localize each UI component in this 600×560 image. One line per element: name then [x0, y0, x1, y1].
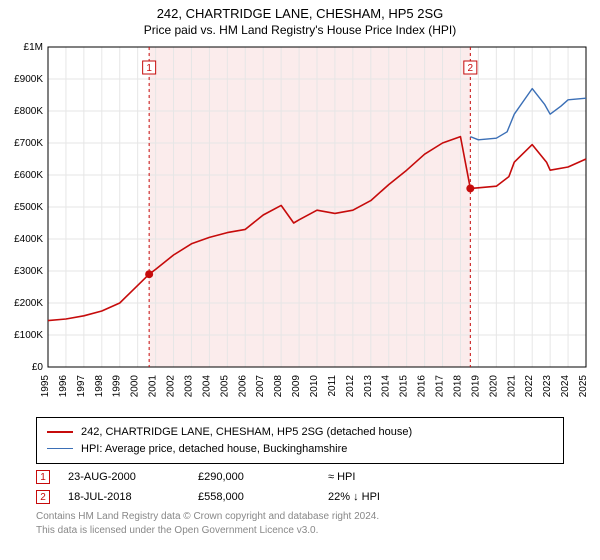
- legend-swatch: [47, 448, 73, 449]
- footer-line-1: Contains HM Land Registry data © Crown c…: [36, 510, 564, 524]
- svg-text:2002: 2002: [166, 375, 177, 398]
- svg-text:2018: 2018: [452, 375, 463, 398]
- svg-text:2016: 2016: [417, 375, 428, 398]
- svg-text:2022: 2022: [524, 375, 535, 398]
- legend-label: 242, CHARTRIDGE LANE, CHESHAM, HP5 2SG (…: [81, 424, 412, 441]
- legend-item: 242, CHARTRIDGE LANE, CHESHAM, HP5 2SG (…: [47, 424, 553, 441]
- svg-text:2000: 2000: [130, 375, 141, 398]
- sale-row: 2 18-JUL-2018£558,00022% ↓ HPI: [36, 490, 564, 504]
- legend-item: HPI: Average price, detached house, Buck…: [47, 441, 553, 458]
- svg-text:1995: 1995: [40, 375, 51, 398]
- price-chart: £0 £100K £200K £300K £400K £500K £600K £700K £80…: [0, 41, 600, 411]
- sale-date: 18-JUL-2018: [68, 491, 198, 503]
- svg-text:1998: 1998: [94, 375, 105, 398]
- sale-price: £290,000: [198, 471, 328, 483]
- svg-text:2012: 2012: [345, 375, 356, 398]
- svg-text:2021: 2021: [506, 375, 517, 398]
- svg-text:£500K: £500K: [14, 202, 43, 213]
- legend-swatch: [47, 431, 73, 433]
- svg-text:2005: 2005: [219, 375, 230, 398]
- svg-text:2019: 2019: [470, 375, 481, 398]
- page-title: 242, CHARTRIDGE LANE, CHESHAM, HP5 2SG: [0, 0, 600, 21]
- svg-text:£0: £0: [32, 362, 44, 373]
- svg-text:2003: 2003: [183, 375, 194, 398]
- svg-text:2010: 2010: [309, 375, 320, 398]
- svg-text:2006: 2006: [237, 375, 248, 398]
- svg-text:£900K: £900K: [14, 74, 43, 85]
- svg-text:2023: 2023: [542, 375, 553, 398]
- svg-text:2011: 2011: [327, 375, 338, 397]
- svg-text:2: 2: [468, 63, 474, 74]
- svg-text:2009: 2009: [291, 375, 302, 398]
- svg-text:£200K: £200K: [14, 298, 43, 309]
- sale-delta: 22% ↓ HPI: [328, 491, 380, 503]
- footer-line-2: This data is licensed under the Open Gov…: [36, 524, 564, 538]
- footer-attribution: Contains HM Land Registry data © Crown c…: [36, 510, 564, 538]
- sale-marker-box: 1: [36, 470, 50, 484]
- svg-text:2004: 2004: [201, 375, 212, 398]
- svg-text:£1M: £1M: [24, 42, 43, 53]
- svg-text:2007: 2007: [255, 375, 266, 398]
- svg-text:1: 1: [146, 63, 152, 74]
- svg-text:£600K: £600K: [14, 170, 43, 181]
- svg-text:2013: 2013: [363, 375, 374, 398]
- sale-delta: ≈ HPI: [328, 471, 355, 483]
- svg-text:2014: 2014: [381, 375, 392, 398]
- svg-text:2008: 2008: [273, 375, 284, 398]
- svg-text:£300K: £300K: [14, 266, 43, 277]
- page-subtitle: Price paid vs. HM Land Registry's House …: [0, 21, 600, 41]
- legend-label: HPI: Average price, detached house, Buck…: [81, 441, 347, 458]
- svg-text:£700K: £700K: [14, 138, 43, 149]
- sale-events: 1 23-AUG-2000£290,000≈ HPI 2 18-JUL-2018£55…: [36, 470, 564, 504]
- svg-text:2020: 2020: [488, 375, 499, 398]
- sale-row: 1 23-AUG-2000£290,000≈ HPI: [36, 470, 564, 484]
- svg-text:£100K: £100K: [14, 330, 43, 341]
- svg-text:1996: 1996: [58, 375, 69, 398]
- svg-text:2017: 2017: [435, 375, 446, 398]
- sale-price: £558,000: [198, 491, 328, 503]
- legend: 242, CHARTRIDGE LANE, CHESHAM, HP5 2SG (…: [36, 417, 564, 464]
- svg-text:2001: 2001: [148, 375, 159, 398]
- svg-text:£800K: £800K: [14, 106, 43, 117]
- sale-date: 23-AUG-2000: [68, 471, 198, 483]
- sale-marker-box: 2: [36, 490, 50, 504]
- svg-text:2025: 2025: [578, 375, 589, 398]
- svg-text:2024: 2024: [560, 375, 571, 398]
- svg-text:1999: 1999: [112, 375, 123, 398]
- svg-text:£400K: £400K: [14, 234, 43, 245]
- svg-text:2015: 2015: [399, 375, 410, 398]
- chart-svg: £0 £100K £200K £300K £400K £500K £600K £700K £80…: [0, 41, 600, 411]
- svg-text:1997: 1997: [76, 375, 87, 398]
